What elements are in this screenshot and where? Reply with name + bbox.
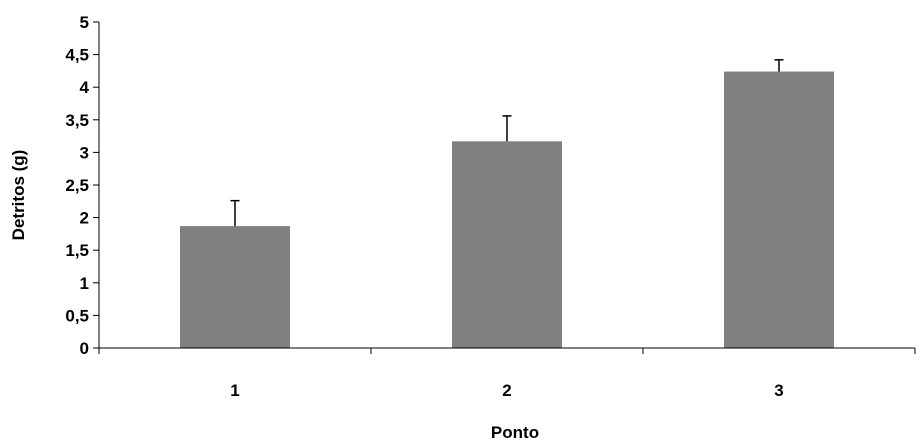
y-tick-label: 3,5 [65,111,89,130]
x-tick-label-1: 1 [230,381,239,400]
y-tick-label: 2,5 [65,176,89,195]
error-bars-layer [230,59,784,227]
bar-1 [180,226,290,348]
y-tick-label: 4,5 [65,46,89,65]
y-tick-label: 0 [80,339,89,358]
x-tick-label-2: 2 [502,381,511,400]
labels-layer: 1 2 3 0 0,5 1 1,5 2 2,5 3 3,5 4 4,5 5 [65,13,783,400]
y-tick-label: 1 [80,274,89,293]
y-axis-title: Detritos (g) [9,150,28,241]
bar-3 [724,71,834,348]
y-tick-label: 0,5 [65,306,89,325]
y-tick-label: 1,5 [65,241,89,260]
y-tick-label: 4 [80,78,90,97]
bar-2 [452,141,562,348]
x-axis-title: Ponto [491,423,539,442]
y-tick-label: 5 [80,13,89,32]
axes-layer [93,21,916,354]
x-tick-label-3: 3 [774,381,783,400]
y-tick-label: 2 [80,209,89,228]
bars-layer [180,71,834,348]
y-tick-label: 3 [80,143,89,162]
